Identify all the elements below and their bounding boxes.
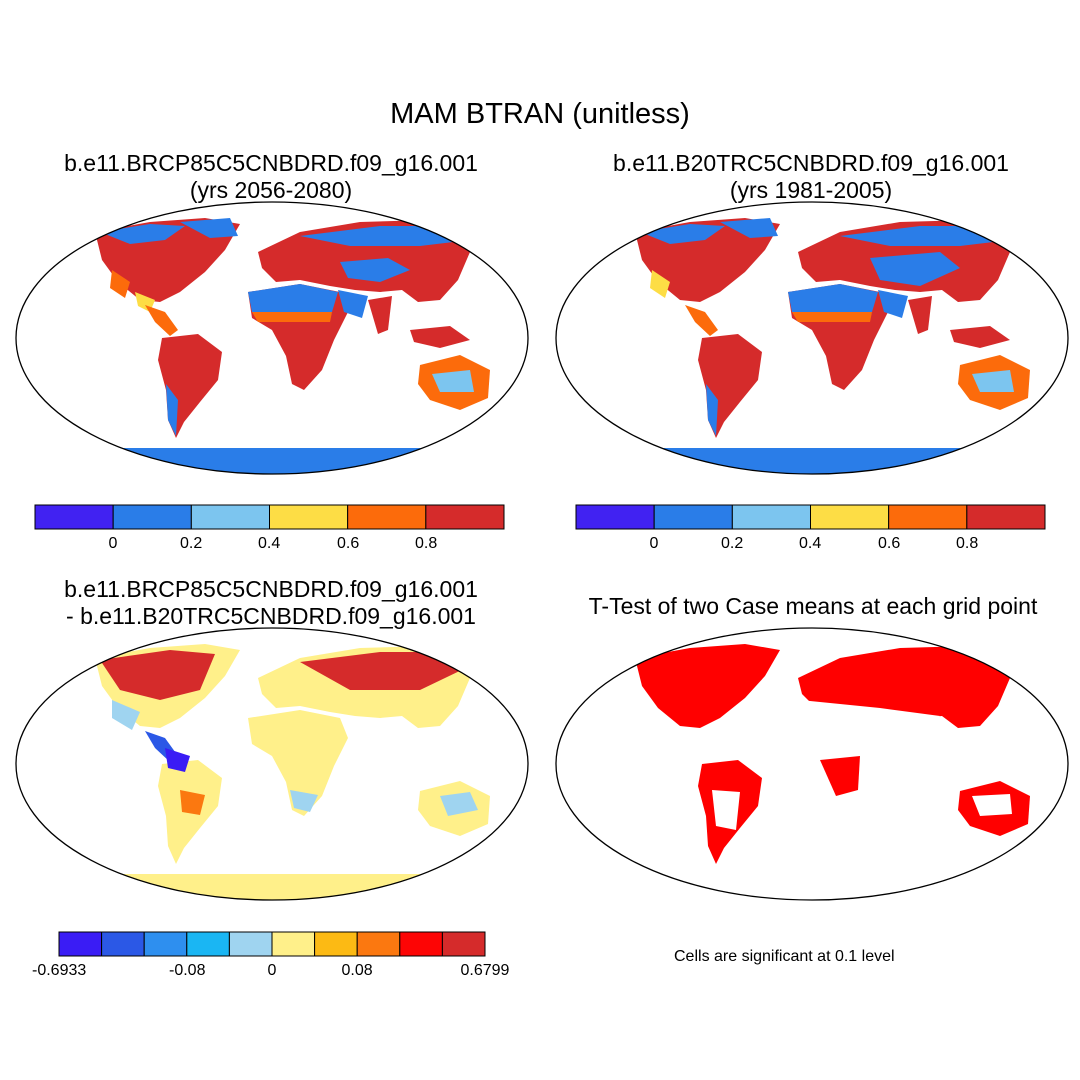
panel-1-title: b.e11.BRCP85C5CNBDRD.f09_g16.001 (yrs 20…	[26, 150, 516, 204]
colorbar-3-swatch	[399, 931, 443, 957]
colorbar-1-swatch	[347, 504, 427, 530]
colorbar-3-swatch	[143, 931, 188, 957]
cbar1-tick: 0.4	[258, 535, 281, 552]
colorbar-2-swatch	[575, 504, 655, 530]
cbar2-tick: 0.6	[878, 535, 901, 552]
figure-title: MAM BTRAN (unitless)	[390, 98, 690, 130]
panel-4-title-line1: T-Test of two Case means at each grid po…	[588, 593, 1038, 619]
colorbar-3-swatch	[441, 931, 486, 957]
map-2-border	[555, 201, 1069, 475]
colorbar-1-swatch	[34, 504, 114, 530]
antarctica-land	[60, 448, 490, 474]
map-3-border	[15, 627, 529, 901]
colorbar-3-swatch	[356, 931, 401, 957]
panel-1-title-line2: (yrs 2056-2080)	[189, 177, 353, 203]
panel-4-title: T-Test of two Case means at each grid po…	[556, 593, 1070, 620]
colorbar-panel-3	[58, 931, 486, 957]
cbar1-tick: 0	[108, 535, 118, 552]
colorbar-2-swatch	[966, 504, 1046, 530]
colorbar-panel-1	[34, 504, 505, 530]
cbar2-tick: 0.8	[956, 535, 979, 552]
colorbar-1-swatch	[425, 504, 505, 530]
cbar1-tick: 0.6	[337, 535, 360, 552]
colorbar-2-swatch	[888, 504, 968, 530]
colorbar-3-swatch	[228, 931, 273, 957]
cbar2-tick: 0	[649, 535, 659, 552]
panel-1-title-line1: b.e11.BRCP85C5CNBDRD.f09_g16.001	[64, 150, 478, 176]
panel-3-title-line1: b.e11.BRCP85C5CNBDRD.f09_g16.001	[64, 576, 478, 602]
panel-3-title-line2: - b.e11.B20TRC5CNBDRD.f09_g16.001	[66, 603, 476, 629]
cbar3-tick: -0.6933	[32, 962, 87, 979]
cbar1-tick: 0.2	[180, 535, 203, 552]
colorbar-1-swatch	[269, 504, 349, 530]
south-america-land	[158, 334, 222, 438]
cbar3-tick: 0.6799	[460, 962, 510, 979]
significance-note: Cells are significant at 0.1 level	[674, 948, 895, 965]
map-panel-4	[635, 644, 1030, 864]
central-america-land	[145, 305, 178, 336]
map-4-border	[555, 627, 1069, 901]
colorbar-2-swatch	[810, 504, 890, 530]
colorbar-2-swatch	[653, 504, 733, 530]
cbar3-tick: 0	[267, 962, 277, 979]
colorbar-panel-2	[575, 504, 1046, 530]
colorbar-3-swatch	[186, 931, 230, 957]
colorbar-3-swatch	[101, 931, 145, 957]
cbar2-tick: 0.4	[799, 535, 822, 552]
colorbar-1-swatch	[190, 504, 270, 530]
colorbar-3-swatch	[314, 931, 358, 957]
panel-2-title-line2: (yrs 1981-2005)	[729, 177, 893, 203]
panel-2-title-line1: b.e11.B20TRC5CNBDRD.f09_g16.001	[613, 150, 1009, 176]
panel-3-title: b.e11.BRCP85C5CNBDRD.f09_g16.001 - b.e11…	[26, 576, 516, 630]
colorbar-3-swatch	[271, 931, 316, 957]
colorbar-3-swatch	[58, 931, 103, 957]
colorbar-2-swatch	[731, 504, 811, 530]
cbar2-tick: 0.2	[721, 535, 744, 552]
panel-2-title: b.e11.B20TRC5CNBDRD.f09_g16.001 (yrs 198…	[566, 150, 1056, 204]
map-panel-3	[60, 644, 490, 900]
cbar3-tick: 0.08	[341, 962, 373, 979]
cbar1-tick: 0.8	[415, 535, 438, 552]
colorbar-1-swatch	[112, 504, 192, 530]
map-1-border	[15, 201, 529, 475]
cbar3-tick: -0.08	[169, 962, 206, 979]
